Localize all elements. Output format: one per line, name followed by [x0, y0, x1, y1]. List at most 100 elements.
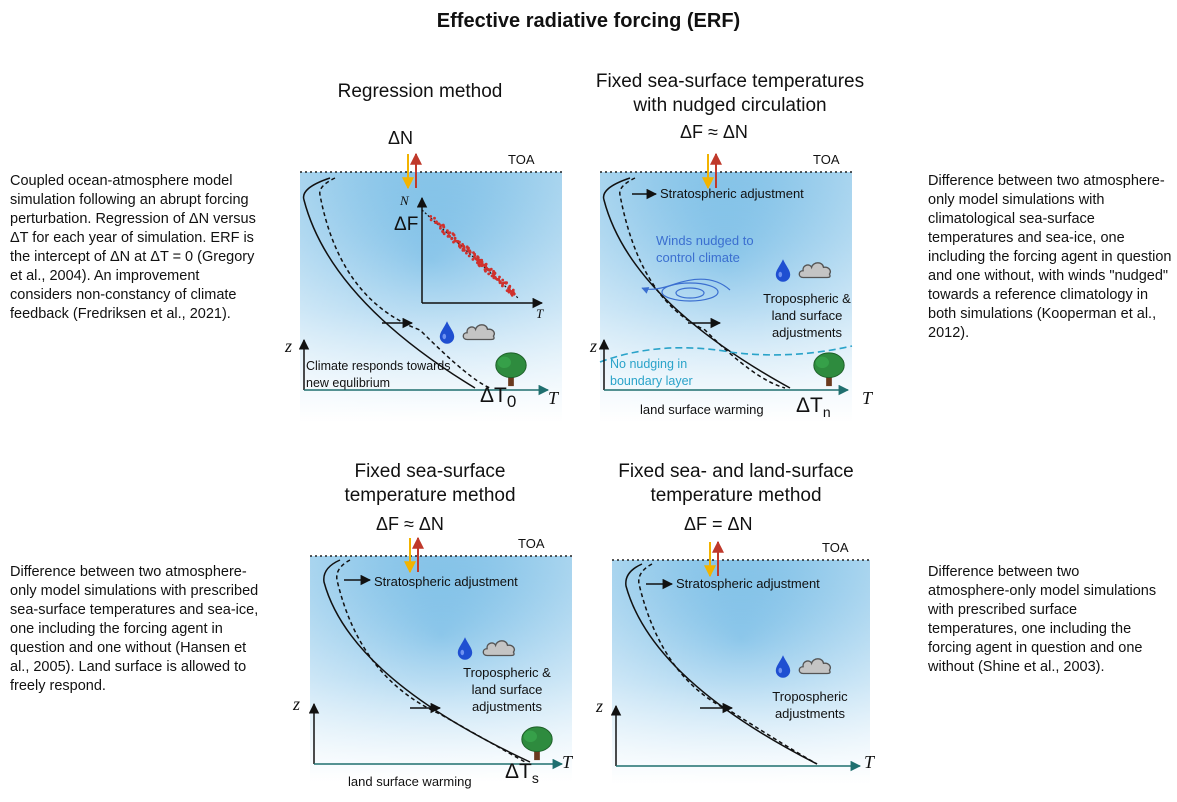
- regression-point: [447, 234, 451, 238]
- regression-note: Climate responds towards new equlibrium: [306, 359, 451, 390]
- regression-point: [450, 237, 454, 241]
- nudged-title: Fixed sea-surface temperatures with nudg…: [570, 70, 890, 118]
- regression-point: [472, 251, 475, 254]
- fixed-lst-title-line2: temperature method: [650, 485, 822, 506]
- regression-point: [490, 274, 494, 278]
- regression-dt-sub: 0: [506, 392, 517, 412]
- regression-point: [473, 256, 476, 259]
- nudged-trop-label: Tropospheric & land surface adjustments: [763, 291, 851, 340]
- fixed-lst-toa-label: TOA: [822, 540, 849, 555]
- regression-t-label: T: [548, 388, 559, 408]
- regression-point: [442, 225, 446, 229]
- regression-profile-initial: [302, 177, 476, 389]
- regression-point: [462, 246, 466, 250]
- regression-point: [446, 229, 449, 232]
- nudged-title-line2: with nudged circulation: [633, 95, 827, 116]
- nudged-dt-sub: n: [822, 404, 831, 421]
- regression-point: [484, 269, 487, 273]
- regression-point: [508, 288, 511, 291]
- regression-point: [435, 220, 438, 224]
- regression-point: [429, 218, 433, 222]
- nudged-t-label: T: [862, 388, 873, 408]
- figure-title: Effective radiative forcing (ERF): [436, 10, 741, 32]
- regression-inset-n: N: [400, 193, 409, 208]
- regression-point: [479, 259, 483, 263]
- regression-point: [453, 239, 457, 243]
- regression-description: Coupled ocean-atmosphere model simulatio…: [10, 173, 256, 322]
- regression-points: [429, 215, 516, 297]
- nudged-profile-initial: [602, 177, 791, 389]
- regression-point: [492, 276, 496, 280]
- fixed-lst-profile-initial: [625, 563, 818, 765]
- regression-profile-final: [319, 177, 491, 389]
- regression-point: [442, 232, 446, 236]
- nudged-top-label: ΔF ≈ ΔN: [680, 122, 748, 142]
- fixed-sst-description: Difference between two atmosphere-only m…: [10, 564, 259, 694]
- fixed-lst-title-line1: Fixed sea- and land-surface: [618, 461, 854, 482]
- regression-point: [501, 278, 505, 282]
- nudged-title-line1: Fixed sea-surface temperatures: [595, 71, 865, 92]
- fixed-sst-dt-sub: s: [531, 770, 539, 787]
- fixed-sst-title-line1: Fixed sea-surface: [354, 461, 506, 482]
- nudged-dt: ΔTn: [796, 394, 831, 420]
- regression-panel: [298, 152, 562, 422]
- fixed-sst-profile-final: [336, 559, 526, 763]
- regression-title: Regression method: [337, 81, 503, 102]
- regression-point: [480, 262, 484, 266]
- regression-point: [505, 281, 508, 285]
- regression-point: [510, 292, 513, 296]
- regression-z-label: z: [285, 336, 293, 356]
- regression-point: [508, 284, 512, 288]
- fixed-lst-description: Difference between two atmosphere-only m…: [928, 564, 1157, 675]
- regression-point: [487, 272, 491, 276]
- regression-point: [497, 277, 501, 281]
- fixed-sst-dt: ΔTs: [505, 760, 539, 786]
- regression-point: [441, 230, 444, 233]
- wind-swirl-icon: [675, 287, 705, 299]
- regression-point: [501, 283, 504, 286]
- regression-dt-symbol: ΔT: [480, 384, 507, 407]
- fixed-sst-title-line2: temperature method: [344, 485, 516, 506]
- fixed-lst-trop-label: Tropospheric adjustments: [772, 689, 848, 721]
- regression-point: [507, 290, 511, 294]
- fixed-lst-z-label: z: [596, 696, 604, 716]
- nudged-z-label: z: [590, 336, 598, 356]
- regression-point: [478, 264, 481, 268]
- fixed-sst-z-label: z: [293, 694, 301, 714]
- regression-inset-df: ΔF: [394, 214, 419, 235]
- regression-point: [451, 232, 455, 235]
- fixed-sst-profile-initial: [323, 559, 531, 763]
- regression-point: [493, 271, 497, 275]
- fixed-lst-title: Fixed sea- and land-surface temperature …: [586, 460, 886, 508]
- regression-point: [473, 253, 477, 257]
- fixed-sst-panel: [308, 536, 572, 782]
- regression-point: [467, 249, 471, 253]
- regression-point: [509, 290, 513, 293]
- fixed-sst-trop-label: Tropospheric & land surface adjustments: [463, 665, 551, 714]
- fixed-lst-profile-final: [638, 563, 818, 765]
- regression-point: [429, 215, 433, 218]
- nudged-profile-final: [619, 177, 786, 389]
- regression-inset-t: T: [536, 306, 544, 321]
- regression-point: [458, 240, 461, 244]
- regression-point: [471, 258, 475, 261]
- nudged-description: Difference between two atmosphere-only m…: [928, 173, 1172, 341]
- regression-point: [437, 222, 441, 226]
- fixed-lst-strat-label: Stratospheric adjustment: [676, 576, 820, 591]
- regression-point: [498, 275, 501, 279]
- fixed-sst-t-label: T: [562, 752, 573, 772]
- regression-point: [498, 281, 502, 285]
- regression-point: [477, 260, 481, 263]
- regression-point: [512, 292, 515, 296]
- fixed-lst-top-label: ΔF = ΔN: [684, 514, 753, 534]
- regression-toa-label: TOA: [508, 152, 535, 167]
- fixed-sst-title: Fixed sea-surface temperature method: [300, 460, 560, 508]
- nudged-winds-label: Winds nudged to control climate: [656, 233, 754, 265]
- regression-point: [467, 254, 471, 258]
- fixed-sst-dt-symbol: ΔT: [505, 760, 532, 783]
- regression-point: [433, 216, 436, 220]
- regression-point: [488, 268, 491, 272]
- fixed-lst-panel: [610, 540, 870, 784]
- regression-point: [465, 251, 468, 255]
